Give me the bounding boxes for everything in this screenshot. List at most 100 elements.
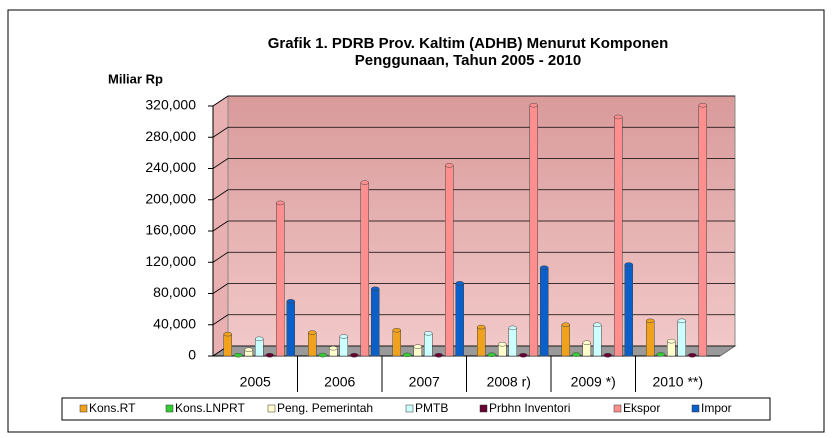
bar-top [572, 352, 581, 357]
bar-top [477, 324, 486, 330]
bar-top [529, 102, 538, 108]
bar-top [424, 331, 433, 336]
bar-top [403, 352, 412, 358]
y-tick-label: 280,000 [145, 128, 196, 144]
grid-line [212, 220, 229, 232]
bar-top [455, 281, 464, 286]
bar-top [614, 114, 623, 120]
y-tick-label: 320,000 [145, 97, 196, 113]
x-tick-label: 2006 [324, 374, 355, 390]
bar-top [698, 102, 707, 108]
grid-line [212, 251, 229, 263]
bar-top [234, 352, 243, 358]
bar [223, 333, 232, 357]
bar-top [519, 352, 528, 358]
bar-top [244, 347, 253, 352]
bar-top [603, 352, 612, 358]
bar-top [308, 330, 317, 335]
bar [371, 288, 380, 357]
grid-line [212, 283, 229, 294]
grid-line [212, 126, 229, 138]
legend-swatch [613, 404, 622, 413]
legend-swatch [267, 404, 276, 413]
x-tick-label: 2010 **) [652, 374, 703, 390]
y-tick-label: 240,000 [145, 159, 196, 175]
y-tick-label: 120,000 [145, 253, 196, 269]
bar-top [413, 344, 422, 349]
bar [540, 267, 549, 357]
y-axis-label: Miliar Rp [108, 71, 163, 86]
bar [677, 320, 686, 357]
legend-label: Kons.RT [89, 401, 136, 415]
bar-top [487, 352, 496, 357]
grid-line [212, 158, 229, 169]
x-tick-label: 2009 *) [571, 374, 616, 390]
bar-top [318, 352, 327, 358]
bar-top [582, 340, 591, 345]
bar [339, 336, 348, 357]
bar-top [286, 299, 295, 304]
bar-top [540, 265, 549, 270]
bar [614, 116, 623, 357]
bar-top [646, 318, 655, 324]
bar [529, 104, 538, 357]
legend-swatch [405, 404, 414, 413]
bar-top [624, 262, 633, 267]
bar-top [350, 352, 359, 358]
legend-swatch [479, 404, 488, 413]
y-tick-label: 200,000 [145, 190, 196, 206]
bar-top [593, 322, 602, 327]
legend-swatch [79, 404, 88, 413]
bar-top [688, 352, 697, 358]
x-tick-label: 2008 r) [487, 374, 531, 390]
bar [593, 324, 602, 357]
bar [424, 333, 433, 357]
bar [445, 165, 454, 357]
y-tick-label: 0 [188, 347, 196, 363]
bar-top [561, 322, 570, 327]
y-tick-label: 40,000 [153, 315, 196, 331]
y-tick-label: 80,000 [153, 284, 196, 300]
x-tick-label: 2007 [409, 374, 440, 390]
bar-top [498, 342, 507, 347]
bar-top [360, 180, 369, 185]
y-tick-label: 160,000 [145, 222, 196, 238]
bar [276, 202, 285, 357]
bar-top [276, 200, 285, 206]
bar-top [371, 286, 380, 292]
bar-top [667, 338, 676, 344]
bar [477, 326, 486, 357]
bar-top [677, 318, 686, 324]
bar [646, 320, 655, 357]
bar-top [329, 345, 338, 351]
bar [308, 332, 317, 357]
legend-label: Kons.LNPRT [175, 401, 245, 415]
legend-label: Ekspor [623, 401, 660, 415]
legend-swatch [165, 404, 174, 413]
bar [624, 264, 633, 357]
grid-line [212, 314, 229, 326]
legend-label: PMTB [415, 401, 448, 415]
grid-line [212, 95, 229, 107]
bar [286, 301, 295, 357]
legend-swatch [691, 404, 700, 413]
bar [508, 327, 517, 357]
bar [255, 338, 264, 357]
bar-top [255, 336, 264, 342]
x-tick-label: 2005 [240, 374, 271, 390]
bar-top [508, 325, 517, 331]
chart-title: Grafik 1. PDRB Prov. Kaltim (ADHB) Menur… [268, 35, 669, 52]
bar-top [265, 352, 274, 358]
bar-top [223, 331, 232, 337]
bar [392, 329, 401, 357]
bar-top [656, 352, 665, 357]
bar [561, 324, 570, 357]
bar-top [445, 163, 454, 168]
bar-top [392, 327, 401, 333]
bar-top [434, 352, 443, 358]
bar [360, 182, 369, 357]
legend-label: Prbhn Inventori [489, 401, 570, 415]
grid-line [212, 189, 229, 201]
chart-title: Penggunaan, Tahun 2005 - 2010 [355, 52, 581, 69]
